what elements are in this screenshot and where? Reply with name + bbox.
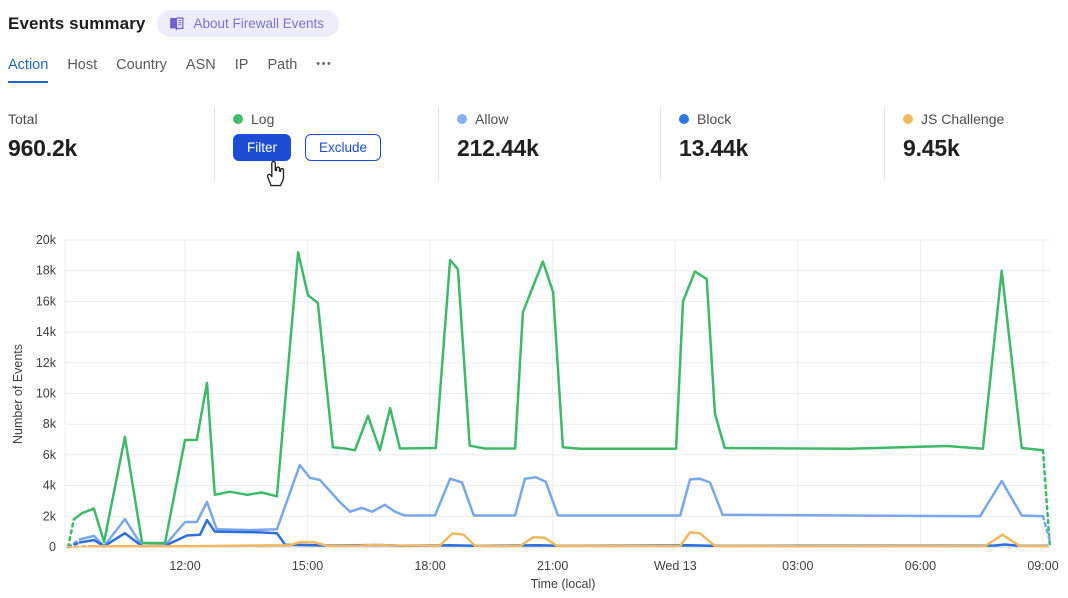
- svg-text:06:00: 06:00: [905, 559, 936, 573]
- stat-log: Log Filter Exclude: [214, 106, 433, 180]
- svg-text:09:00: 09:00: [1027, 559, 1058, 573]
- tab-host[interactable]: Host: [67, 57, 97, 83]
- svg-text:2k: 2k: [43, 509, 57, 523]
- stat-js-challenge-value: 9.45k: [903, 135, 960, 161]
- stat-allow: Allow 212.44k: [438, 106, 655, 180]
- svg-text:21:00: 21:00: [537, 559, 568, 573]
- tab-path[interactable]: Path: [267, 57, 297, 83]
- stat-js-challenge-label: JS Challenge: [921, 111, 1005, 127]
- allow-legend-dot: [457, 114, 467, 124]
- stat-total: Total 960.2k: [8, 106, 198, 180]
- svg-text:Time (local): Time (local): [531, 577, 596, 591]
- svg-text:14k: 14k: [36, 325, 57, 339]
- svg-text:6k: 6k: [43, 448, 57, 462]
- stat-block-value: 13.44k: [679, 135, 749, 161]
- svg-text:16k: 16k: [36, 294, 57, 308]
- stat-log-label: Log: [251, 111, 275, 127]
- svg-text:8k: 8k: [43, 417, 57, 431]
- svg-text:18:00: 18:00: [414, 559, 445, 573]
- page-title: Events summary: [8, 13, 146, 33]
- book-icon: [168, 15, 185, 32]
- stat-total-value: 960.2k: [8, 135, 78, 161]
- tab-action[interactable]: Action: [8, 57, 49, 83]
- js-challenge-legend-dot: [903, 114, 913, 124]
- log-legend-dot: [233, 114, 243, 124]
- svg-text:15:00: 15:00: [292, 559, 323, 573]
- tab-asn[interactable]: ASN: [186, 57, 216, 83]
- block-legend-dot: [679, 114, 689, 124]
- svg-text:12:00: 12:00: [169, 559, 200, 573]
- stat-allow-label: Allow: [475, 111, 509, 127]
- about-firewall-events-link[interactable]: About Firewall Events: [157, 10, 340, 37]
- svg-text:12k: 12k: [36, 356, 57, 370]
- tabs-more-button[interactable]: •••: [316, 58, 332, 83]
- stat-js-challenge: JS Challenge 9.45k: [884, 106, 1068, 180]
- svg-text:Number of Events: Number of Events: [11, 344, 25, 444]
- about-firewall-events-label: About Firewall Events: [193, 16, 325, 31]
- stat-block: Block 13.44k: [660, 106, 879, 180]
- summary-tabs: Action Host Country ASN IP Path •••: [8, 57, 332, 83]
- svg-text:4k: 4k: [43, 479, 57, 493]
- filter-button[interactable]: Filter: [233, 134, 291, 161]
- tab-ip[interactable]: IP: [235, 57, 249, 83]
- svg-text:20k: 20k: [36, 233, 57, 247]
- stat-allow-value: 212.44k: [457, 135, 539, 161]
- stats-row: Total 960.2k Log Filter Exclude Allow 21…: [0, 102, 1068, 184]
- svg-text:03:00: 03:00: [782, 559, 813, 573]
- svg-text:0: 0: [49, 540, 56, 554]
- exclude-button[interactable]: Exclude: [305, 134, 382, 161]
- stat-block-label: Block: [697, 111, 732, 127]
- events-line-chart: 0 2k 4k 6k 8k 10k 12k 14k 16k 18k 20k 12:00 15:00 18:…: [11, 233, 1059, 591]
- stat-total-label: Total: [8, 111, 38, 127]
- tab-country[interactable]: Country: [116, 57, 167, 83]
- svg-text:Wed 13: Wed 13: [654, 559, 697, 573]
- header: Events summary About Firewall Events: [8, 10, 340, 37]
- svg-text:18k: 18k: [36, 264, 57, 278]
- svg-text:10k: 10k: [36, 387, 57, 401]
